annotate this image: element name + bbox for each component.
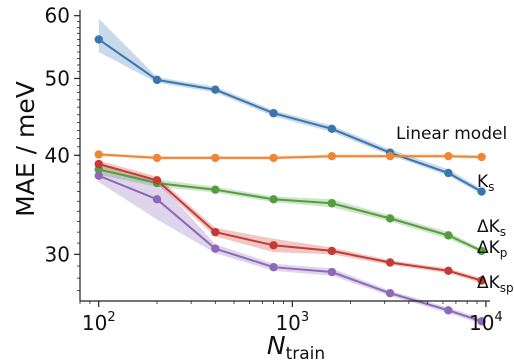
x-tick-label: 103 bbox=[275, 310, 309, 335]
point-k-s bbox=[327, 124, 337, 134]
point-linear-model bbox=[477, 152, 486, 162]
point-k-sp bbox=[211, 244, 220, 253]
point-linear-model bbox=[152, 153, 162, 163]
y-tick-label: 60 bbox=[45, 4, 70, 28]
point-k-p bbox=[94, 159, 103, 169]
axes bbox=[74, 10, 490, 307]
point-linear-model bbox=[385, 151, 395, 161]
point-k-sp bbox=[152, 195, 162, 204]
point-k-s bbox=[269, 109, 278, 118]
point-k-p bbox=[269, 241, 278, 250]
x-axis-label-sub: train bbox=[286, 344, 326, 361]
y-tick-label: 50 bbox=[45, 66, 70, 90]
point-k-sp bbox=[477, 317, 486, 326]
band-k-s bbox=[98, 18, 482, 195]
point-k-p bbox=[477, 276, 486, 285]
point-k-s bbox=[477, 246, 486, 256]
point-k-s bbox=[152, 75, 162, 85]
point-k-s bbox=[269, 195, 278, 204]
point-linear-model bbox=[211, 153, 220, 163]
point-k-p bbox=[327, 246, 337, 256]
y-axis-label: MAE / meV bbox=[11, 81, 40, 217]
point-linear-model bbox=[94, 150, 103, 159]
point-k-p bbox=[385, 258, 395, 267]
point-linear-model bbox=[269, 153, 278, 163]
series-label-k-sp: ΔKsp bbox=[477, 273, 514, 295]
point-linear-model bbox=[444, 151, 453, 161]
point-k-sp bbox=[94, 171, 103, 180]
point-k-p bbox=[444, 266, 453, 276]
line-k-sp bbox=[98, 174, 482, 323]
point-k-sp bbox=[269, 263, 278, 272]
point-k-sp bbox=[385, 289, 395, 298]
point-k-p bbox=[152, 176, 162, 185]
line-linear-model bbox=[98, 153, 482, 159]
point-k-s bbox=[385, 214, 395, 223]
line-k-p bbox=[98, 163, 482, 282]
line-k-s bbox=[98, 38, 483, 193]
series-label-linear-model: Linear model bbox=[396, 124, 507, 144]
y-tick-label: 40 bbox=[45, 143, 70, 167]
line-k-s bbox=[98, 168, 483, 252]
point-k-p bbox=[211, 227, 220, 237]
series-label-k-s: Ks bbox=[477, 172, 494, 194]
point-k-sp bbox=[327, 267, 337, 277]
point-k-s bbox=[211, 85, 220, 94]
point-k-s bbox=[444, 231, 453, 240]
point-k-s bbox=[444, 168, 453, 178]
point-linear-model bbox=[327, 151, 337, 161]
point-k-s bbox=[211, 185, 220, 194]
point-k-s bbox=[327, 199, 337, 208]
series-label-k-p: ΔKp bbox=[477, 238, 507, 260]
series-lines bbox=[98, 38, 483, 323]
y-tick-label: 30 bbox=[45, 242, 70, 266]
x-axis-label: Ntrain bbox=[267, 331, 325, 361]
point-k-s bbox=[477, 187, 486, 196]
point-k-sp bbox=[444, 306, 453, 315]
confidence-bands bbox=[98, 18, 482, 325]
tick-labels: 30 40 50 60 102 103 104 bbox=[45, 4, 503, 335]
band-k-s bbox=[98, 164, 482, 254]
x-axis-label-main: N bbox=[267, 331, 286, 360]
point-k-s bbox=[94, 35, 103, 44]
x-tick-label: 102 bbox=[82, 310, 116, 335]
x-tick-label: 104 bbox=[469, 310, 503, 335]
series-label-k-s: ΔKs bbox=[477, 217, 506, 239]
series-points bbox=[94, 35, 486, 326]
